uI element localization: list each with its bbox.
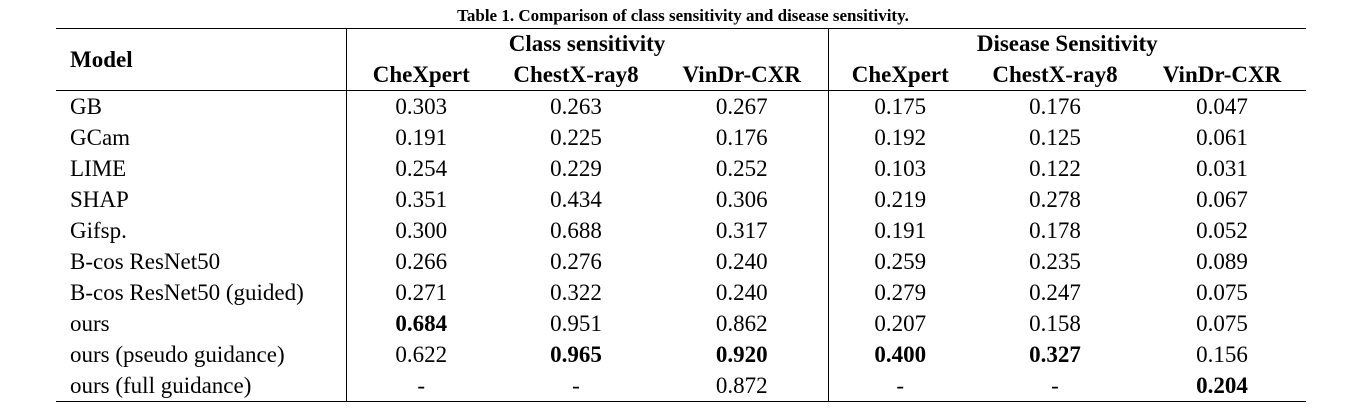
value-cell: 0.951 bbox=[550, 310, 602, 336]
dataset-header: CheXpert bbox=[828, 59, 972, 91]
value-cell: 0.191 bbox=[874, 217, 927, 243]
value-cell: 0.920 bbox=[656, 339, 829, 370]
value-cell: 0.872 bbox=[656, 370, 829, 402]
value-cell: 0.192 bbox=[874, 124, 927, 150]
table-row: GCam 0.191 0.225 0.176 0.192 0.125 0.061 bbox=[56, 122, 1306, 153]
value-cell: 0.075 bbox=[1196, 279, 1248, 305]
dataset-header: VinDr-CXR bbox=[656, 59, 829, 91]
value-cell: 0.176 bbox=[656, 122, 829, 153]
table-row: ours (pseudo guidance) 0.622 0.965 0.920 0.4… bbox=[56, 339, 1306, 370]
table-body: GB 0.303 0.263 0.267 0.175 0.176 0.047 GCam 0.19… bbox=[56, 90, 1306, 402]
value-cell: 0.622 bbox=[395, 341, 448, 367]
value-cell: 0.207 bbox=[874, 310, 927, 336]
disease-sensitivity-header: Disease Sensitivity bbox=[976, 31, 1158, 56]
model-name-cell: GB bbox=[56, 90, 347, 122]
table-row: LIME 0.254 0.229 0.252 0.103 0.122 0.031 bbox=[56, 153, 1306, 184]
value-cell: - bbox=[828, 370, 972, 402]
value-cell: 0.271 bbox=[395, 279, 448, 305]
model-name-cell: LIME bbox=[56, 153, 347, 184]
value-cell: 0.317 bbox=[656, 215, 829, 246]
value-cell: 0.351 bbox=[395, 186, 448, 212]
value-cell: 0.240 bbox=[656, 277, 829, 308]
value-cell: 0.279 bbox=[874, 279, 927, 305]
value-cell: 0.125 bbox=[1029, 124, 1081, 150]
value-cell: 0.204 bbox=[1138, 370, 1306, 402]
table-row: B-cos ResNet50 0.266 0.276 0.240 0.259 0.235 0… bbox=[56, 246, 1306, 277]
dataset-header: CheXpert bbox=[346, 59, 496, 91]
value-cell: - bbox=[972, 370, 1138, 402]
table-row: ours (full guidance) - -0.872- -0.204 bbox=[56, 370, 1306, 402]
value-cell: 0.191 bbox=[395, 124, 448, 150]
value-cell: 0.300 bbox=[395, 217, 448, 243]
value-cell: 0.259 bbox=[874, 248, 927, 274]
model-column-header: Model bbox=[56, 28, 347, 91]
value-cell: 0.688 bbox=[550, 217, 602, 243]
value-cell: 0.306 bbox=[656, 184, 829, 215]
value-cell: 0.240 bbox=[656, 246, 829, 277]
value-cell: 0.965 bbox=[550, 341, 602, 367]
value-cell: 0.322 bbox=[550, 279, 602, 305]
model-name-cell: SHAP bbox=[56, 184, 347, 215]
model-name-cell: ours bbox=[56, 308, 347, 339]
value-cell: 0.254 bbox=[395, 155, 448, 181]
table-caption: Table 1. Comparison of class sensitivity… bbox=[457, 6, 909, 25]
value-cell: - bbox=[496, 370, 656, 402]
value-cell: 0.247 bbox=[1029, 279, 1081, 305]
value-cell: 0.862 bbox=[656, 308, 829, 339]
results-table: Model Class sensitivity Disease Sensitiv… bbox=[56, 28, 1306, 402]
value-cell: 0.684 bbox=[395, 310, 448, 336]
value-cell: 0.158 bbox=[1029, 310, 1081, 336]
model-name-cell: B-cos ResNet50 bbox=[56, 246, 347, 277]
value-cell: 0.047 bbox=[1196, 93, 1248, 119]
value-cell: 0.266 bbox=[395, 248, 448, 274]
value-cell: - bbox=[346, 370, 496, 402]
value-cell: 0.178 bbox=[1029, 217, 1081, 243]
table-row: Gifsp. 0.300 0.688 0.317 0.191 0.178 0.052 bbox=[56, 215, 1306, 246]
value-cell: 0.229 bbox=[550, 155, 602, 181]
value-cell: 0.252 bbox=[656, 153, 829, 184]
model-name-cell: GCam bbox=[56, 122, 347, 153]
value-cell: 0.052 bbox=[1196, 217, 1248, 243]
value-cell: 0.434 bbox=[550, 186, 602, 212]
model-name-cell: ours (pseudo guidance) bbox=[56, 339, 347, 370]
table-row: SHAP 0.351 0.434 0.306 0.219 0.278 0.067 bbox=[56, 184, 1306, 215]
value-cell: 0.235 bbox=[1029, 248, 1081, 274]
value-cell: 0.278 bbox=[1029, 186, 1081, 212]
value-cell: 0.175 bbox=[874, 93, 927, 119]
value-cell: 0.176 bbox=[1029, 93, 1081, 119]
value-cell: 0.122 bbox=[1029, 155, 1081, 181]
dataset-header: VinDr-CXR bbox=[1138, 59, 1306, 91]
value-cell: 0.267 bbox=[656, 90, 829, 122]
dataset-header: ChestX-ray8 bbox=[972, 59, 1138, 91]
value-cell: 0.156 bbox=[1196, 341, 1248, 367]
value-cell: 0.031 bbox=[1196, 155, 1248, 181]
value-cell: 0.075 bbox=[1196, 310, 1248, 336]
class-sensitivity-header: Class sensitivity bbox=[346, 28, 829, 59]
value-cell: 0.219 bbox=[874, 186, 927, 212]
value-cell: 0.103 bbox=[874, 155, 927, 181]
dataset-header: ChestX-ray8 bbox=[496, 59, 656, 91]
model-name-cell: B-cos ResNet50 (guided) bbox=[56, 277, 347, 308]
model-name-cell: ours (full guidance) bbox=[56, 370, 347, 402]
value-cell: 0.067 bbox=[1196, 186, 1248, 212]
model-name-cell: Gifsp. bbox=[56, 215, 347, 246]
table-row: GB 0.303 0.263 0.267 0.175 0.176 0.047 bbox=[56, 90, 1306, 122]
value-cell: 0.263 bbox=[550, 93, 602, 119]
value-cell: 0.303 bbox=[395, 93, 448, 119]
table-row: B-cos ResNet50 (guided) 0.271 0.322 0.240 0.… bbox=[56, 277, 1306, 308]
value-cell: 0.400 bbox=[874, 341, 927, 367]
value-cell: 0.061 bbox=[1196, 124, 1248, 150]
value-cell: 0.225 bbox=[550, 124, 602, 150]
value-cell: 0.327 bbox=[1029, 341, 1081, 367]
value-cell: 0.089 bbox=[1196, 248, 1248, 274]
value-cell: 0.276 bbox=[550, 248, 602, 274]
table-row: ours 0.684 0.951 0.862 0.207 0.158 0.075 bbox=[56, 308, 1306, 339]
